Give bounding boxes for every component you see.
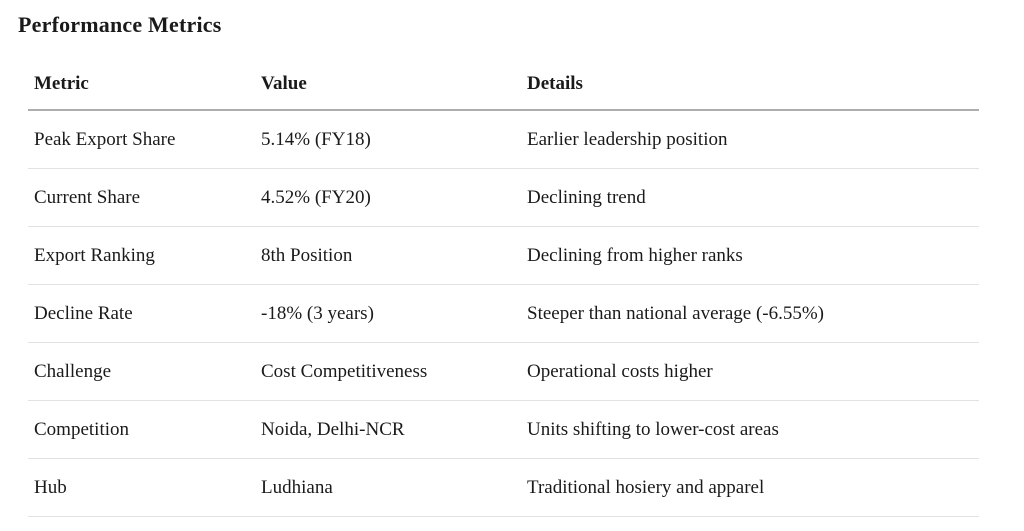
page-title: Performance Metrics — [18, 12, 222, 37]
cell-details: Earlier leadership position — [521, 110, 979, 169]
cell-details: Operational costs higher — [521, 342, 979, 401]
cell-value: Cost Competitiveness — [255, 342, 521, 401]
cell-value: 4.52% (FY20) — [255, 168, 521, 227]
cell-details: Units shifting to lower-cost areas — [521, 400, 979, 459]
cell-metric: Export Ranking — [28, 226, 255, 285]
table-row: Hub Ludhiana Traditional hosiery and app… — [28, 458, 979, 517]
column-header-metric: Metric — [28, 63, 255, 111]
cell-details: Declining trend — [521, 168, 979, 227]
column-header-details: Details — [521, 63, 979, 111]
table-row: Competition Noida, Delhi-NCR Units shift… — [28, 400, 979, 459]
cell-metric: Peak Export Share — [28, 110, 255, 169]
cell-details: Traditional hosiery and apparel — [521, 458, 979, 517]
page: Performance Metrics Metric Value Details… — [18, 12, 979, 517]
cell-value: Ludhiana — [255, 458, 521, 517]
cell-value: 5.14% (FY18) — [255, 110, 521, 169]
cell-details: Declining from higher ranks — [521, 226, 979, 285]
cell-metric: Challenge — [28, 342, 255, 401]
cell-metric: Current Share — [28, 168, 255, 227]
table-row: Peak Export Share 5.14% (FY18) Earlier l… — [28, 110, 979, 169]
table-row: Decline Rate -18% (3 years) Steeper than… — [28, 284, 979, 343]
cell-value: 8th Position — [255, 226, 521, 285]
table-row: Export Ranking 8th Position Declining fr… — [28, 226, 979, 285]
cell-value: -18% (3 years) — [255, 284, 521, 343]
table-row: Challenge Cost Competitiveness Operation… — [28, 342, 979, 401]
table-row: Current Share 4.52% (FY20) Declining tre… — [28, 168, 979, 227]
table-header-row: Metric Value Details — [28, 63, 979, 111]
cell-details: Steeper than national average (-6.55%) — [521, 284, 979, 343]
column-header-value: Value — [255, 63, 521, 111]
cell-value: Noida, Delhi-NCR — [255, 400, 521, 459]
cell-metric: Decline Rate — [28, 284, 255, 343]
cell-metric: Hub — [28, 458, 255, 517]
performance-metrics-table: Metric Value Details Peak Export Share 5… — [28, 63, 979, 517]
cell-metric: Competition — [28, 400, 255, 459]
